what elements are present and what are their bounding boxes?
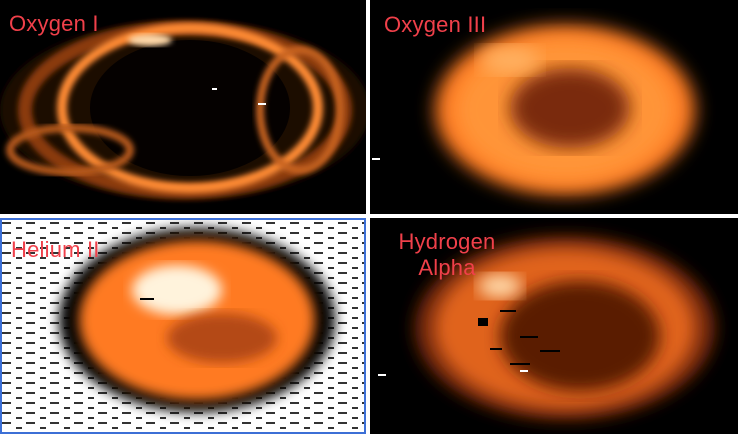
oxygen-iii-image-panel: Oxygen III: [370, 0, 738, 214]
hydrogen-alpha-nebula-image: [370, 218, 738, 434]
hydrogen-alpha-label: Hydrogen Alpha: [385, 229, 509, 281]
oxygen-i-label: Oxygen I: [9, 11, 99, 36]
helium-ii-nebula-image: [2, 220, 364, 432]
oxygen-iii-nebula-image: [370, 0, 738, 214]
oxygen-iii-label: Oxygen III: [384, 12, 487, 37]
hydrogen-alpha-label-line1: Hydrogen: [398, 229, 496, 254]
hydrogen-alpha-label-line2: Alpha: [418, 255, 476, 280]
hydrogen-alpha-image-panel: Hydrogen Alpha: [370, 218, 738, 434]
helium-ii-image-panel: Helium II: [0, 218, 366, 434]
oxygen-i-image-panel: Oxygen I: [0, 0, 366, 214]
helium-ii-label: Helium II: [11, 237, 100, 262]
oxygen-i-nebula-image: [0, 0, 366, 214]
